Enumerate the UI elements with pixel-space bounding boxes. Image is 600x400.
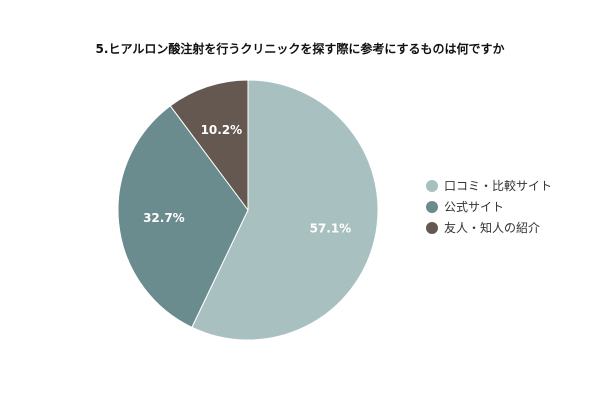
pie-slice-2: [169, 79, 249, 212]
pie-slice-0: [191, 79, 379, 341]
legend-label-2: 友人・知人の紹介: [444, 221, 540, 235]
slice-value-label-2: 10.2%: [201, 123, 243, 137]
pie-slices: [117, 79, 379, 341]
legend-label-1: 公式サイト: [444, 200, 504, 214]
chart-title: 5.ヒアルロン酸注射を行うクリニックを探す際に参考にするものは何ですか: [96, 41, 505, 56]
legend-swatch-0: [426, 180, 438, 192]
legend-swatch-2: [426, 222, 438, 234]
pie-slice-labels: 57.1% 32.7% 10.2%: [143, 123, 351, 236]
slice-value-label-0: 57.1%: [310, 222, 352, 236]
slice-value-label-1: 32.7%: [143, 211, 185, 225]
pie-slice-1: [117, 105, 249, 328]
legend-label-0: 口コミ・比較サイト: [444, 178, 552, 193]
legend-swatch-1: [426, 201, 438, 213]
